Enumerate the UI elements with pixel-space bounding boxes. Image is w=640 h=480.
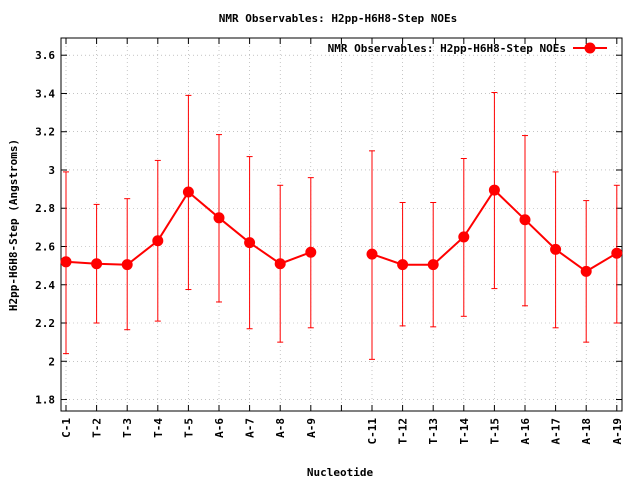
y-tick-label: 1.8 [35,394,55,407]
x-tick-label: C-11 [366,418,379,445]
y-tick-label: 3.4 [35,87,55,100]
data-point [458,231,470,243]
y-tick-label: 2.8 [35,202,55,215]
y-tick-label: 3.6 [35,49,55,62]
y-tick-label: 3.2 [35,126,55,139]
x-tick-label: T-3 [121,418,134,438]
y-tick-label: 2.6 [35,240,55,253]
data-point [427,259,439,271]
x-tick-label: T-2 [91,418,104,438]
x-tick-label: A-19 [611,418,624,445]
x-tick-label: A-16 [519,418,532,445]
data-point [550,243,562,255]
x-tick-label: T-12 [397,418,410,445]
data-point [244,237,256,249]
data-point [152,235,164,247]
axes: 1.8 2 2.2 2.4 2.6 2.8 3 3.2 3.4 3.6 C-1 T-2 T-3 T-4 T-… [35,38,624,445]
y-tick-label: 3 [48,164,55,177]
data-point [580,265,592,277]
chart-title: NMR Observables: H2pp-H6H8-Step NOEs [219,12,457,25]
y-axis-label: H2pp-H6H8-Step (Angstroms) [7,139,20,311]
legend-label: NMR Observables: H2pp-H6H8-Step NOEs [328,42,566,55]
data-point [397,259,409,271]
legend-marker [584,42,596,54]
data-point [121,259,133,271]
y-tick-label: 2.4 [35,279,55,292]
x-tick-label: A-7 [244,418,257,438]
x-tick-label: T-14 [458,418,471,445]
x-tick-label: T-15 [488,418,501,445]
data-point [366,248,378,260]
data-point [519,214,531,226]
data-point [274,258,286,270]
y-tick-label: 2.2 [35,317,55,330]
x-tick-label: C-1 [60,418,73,438]
data-point [488,184,500,196]
x-tick-label: A-17 [550,418,563,445]
x-tick-label: A-9 [305,418,318,438]
data-point [611,247,623,259]
x-tick-label: T-13 [427,418,440,445]
x-tick-label: T-5 [182,418,195,438]
legend: NMR Observables: H2pp-H6H8-Step NOEs [328,42,607,55]
x-tick-label: A-18 [580,418,593,445]
x-axis-label: Nucleotide [307,466,374,479]
data-point [91,258,103,270]
series-layer [60,92,623,360]
data-point [305,246,317,258]
data-point [182,186,194,198]
data-point [213,212,225,224]
x-tick-label: A-8 [274,418,287,438]
x-tick-label: A-6 [213,418,226,438]
y-tick-label: 2 [48,355,55,368]
x-tick-label: T-4 [152,418,165,438]
data-point [60,256,72,268]
grid [61,38,622,411]
